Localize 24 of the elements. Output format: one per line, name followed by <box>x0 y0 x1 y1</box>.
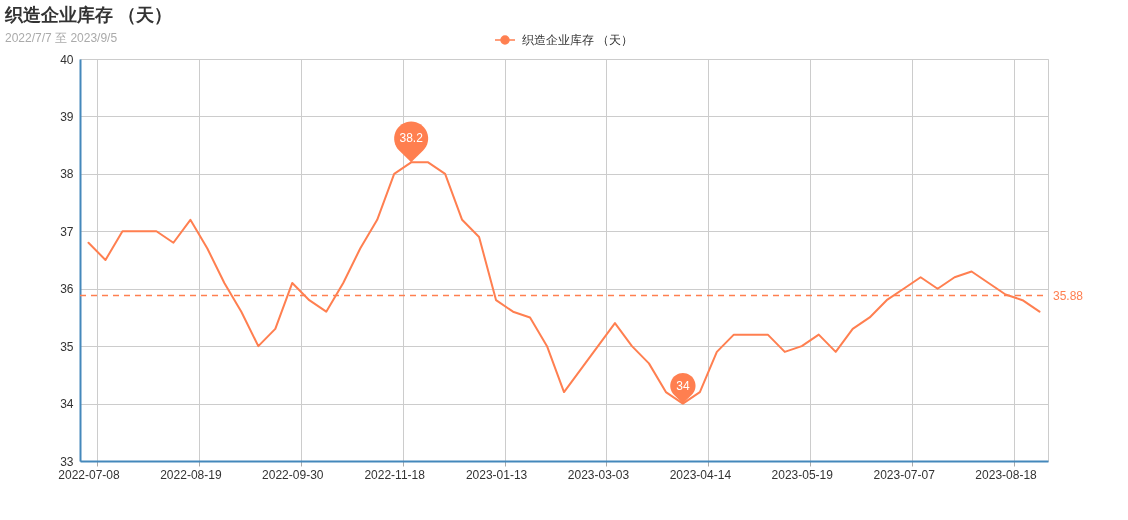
y-tick-label: 38 <box>60 167 74 182</box>
ref-line-label: 35.88 <box>1053 288 1084 303</box>
y-tick-label: 33 <box>60 454 74 469</box>
x-tick-label: 2023-07-07 <box>873 467 936 482</box>
annotation: 38.2 <box>399 131 424 146</box>
x-tick-label: 2023-01-13 <box>465 467 528 482</box>
y-tick-label: 34 <box>60 397 74 412</box>
y-tick-label: 40 <box>60 52 74 67</box>
chart-subtitle: 2022/7/7 至 2023/9/5 <box>5 31 118 45</box>
legend-label: 织造企业库存 （天） <box>522 33 634 47</box>
y-tick-label: 36 <box>60 282 74 297</box>
x-tick-label: 2023-03-03 <box>567 467 630 482</box>
x-tick-label: 2022-07-08 <box>58 467 120 482</box>
x-tick-label: 2022-11-18 <box>364 467 426 482</box>
x-tick-label: 2023-05-19 <box>771 467 834 482</box>
chart-title: 织造企业库存 （天） <box>4 5 173 25</box>
x-tick-label: 2023-04-14 <box>669 467 732 482</box>
y-tick-label: 39 <box>60 109 74 124</box>
y-tick-label: 35 <box>60 339 74 354</box>
y-tick-label: 37 <box>60 224 74 239</box>
x-tick-label: 2022-09-30 <box>262 467 324 482</box>
annotation: 34 <box>676 378 690 393</box>
x-tick-label: 2022-08-19 <box>160 467 222 482</box>
x-tick-label: 2023-08-18 <box>975 467 1038 482</box>
